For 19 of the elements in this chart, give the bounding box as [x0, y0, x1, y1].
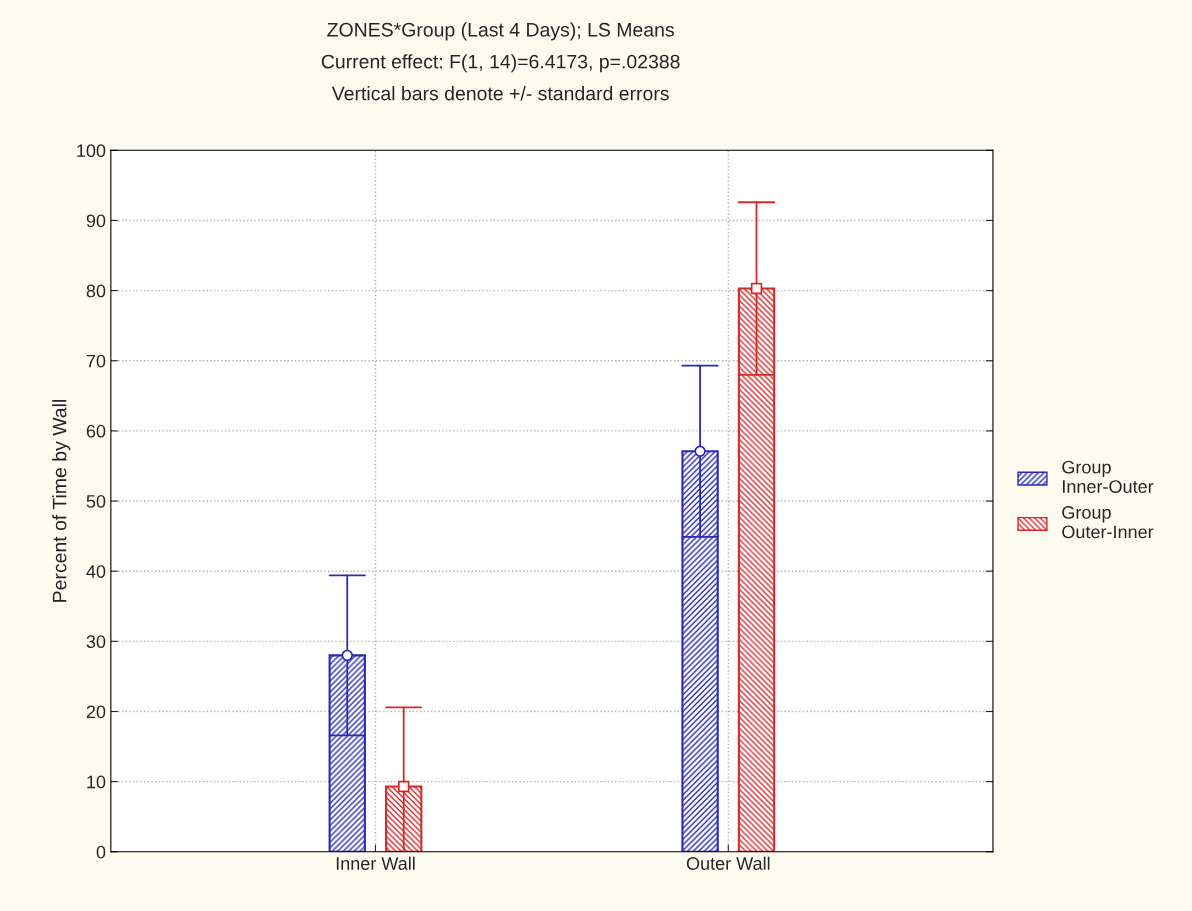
y-tick-label: 90 — [86, 214, 106, 228]
x-tick-label: Outer Wall — [686, 856, 770, 870]
y-axis-title: Percent of Time by Wall — [52, 400, 71, 602]
y-tick-label: 70 — [86, 354, 106, 368]
y-tick-label: 10 — [87, 775, 106, 789]
y-tick-label: 50 — [86, 494, 106, 508]
y-tick-label: 30 — [86, 635, 106, 649]
chart-title: ZONES*Group (Last 4 Days); LS Means — [327, 22, 674, 41]
y-tick-label: 80 — [86, 284, 106, 298]
y-tick-label: 20 — [86, 705, 106, 719]
y-tick-label: 40 — [86, 565, 106, 578]
y-tick-label: 100 — [77, 144, 106, 158]
legend-label: Group Outer-Inner — [1062, 506, 1154, 539]
text: Vertical bars denote +/- standard errors — [331, 86, 669, 101]
x-tick-label: Inner Wall — [336, 856, 415, 870]
legend-label: Group Inner-Outer — [1062, 460, 1154, 493]
y-tick-label: 60 — [86, 424, 106, 438]
y-tick-label: 0 — [96, 845, 106, 859]
chart-subtitle: Current effect: F(1, 14)=6.4173, p=.02388 — [321, 54, 680, 73]
